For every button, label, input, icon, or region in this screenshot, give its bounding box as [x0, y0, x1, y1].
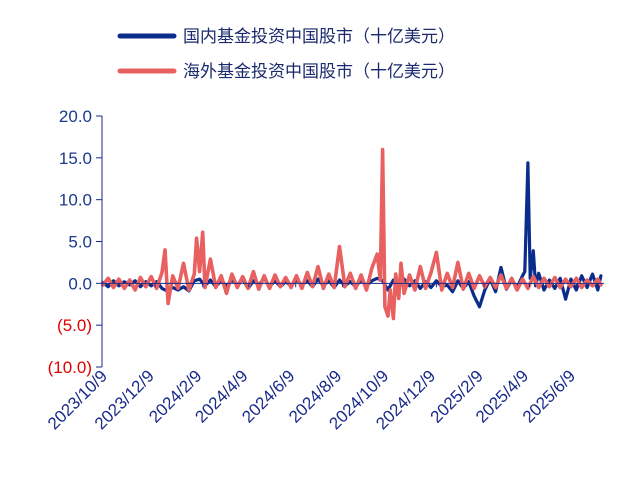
y-tick-label: 15.0 — [59, 149, 92, 168]
legend: 国内基金投资中国股市（十亿美元） 海外基金投资中国股市（十亿美元） — [117, 27, 455, 82]
series-layer — [101, 147, 603, 321]
axes-layer: 20.015.010.05.00.0(5.0)(10.0)2023/10/920… — [44, 107, 604, 433]
y-tick-label: 20.0 — [59, 107, 92, 126]
legend-item-overseas: 海外基金投资中国股市（十亿美元） — [117, 62, 455, 82]
y-tick-label: (10.0) — [48, 358, 92, 377]
series-line-1 — [101, 147, 603, 321]
legend-label-domestic: 国内基金投资中国股市（十亿美元） — [183, 27, 455, 47]
x-tick-label: 2025/6/9 — [519, 366, 579, 426]
y-tick-label: 10.0 — [59, 191, 92, 210]
plot-area: 20.015.010.05.00.0(5.0)(10.0)2023/10/920… — [44, 107, 604, 433]
y-tick-label: (5.0) — [57, 316, 92, 335]
legend-item-domestic: 国内基金投资中国股市（十亿美元） — [117, 27, 455, 47]
y-tick-label: 0.0 — [68, 274, 92, 293]
y-tick-label: 5.0 — [68, 233, 92, 252]
legend-label-overseas: 海外基金投资中国股市（十亿美元） — [183, 62, 455, 82]
